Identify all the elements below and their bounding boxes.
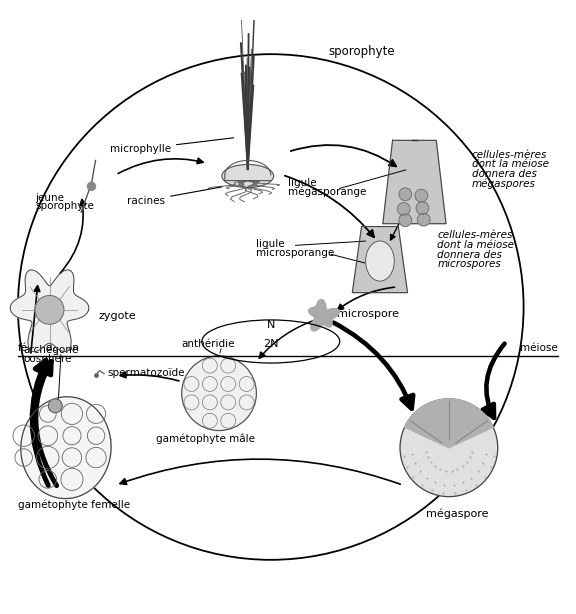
Text: cellules-mères: cellules-mères [437, 230, 513, 240]
Circle shape [48, 399, 62, 413]
Text: méiose: méiose [520, 343, 558, 353]
Circle shape [418, 213, 430, 226]
Polygon shape [10, 270, 89, 352]
Text: zygote: zygote [98, 311, 136, 321]
Text: gamétophyte femelle: gamétophyte femelle [18, 500, 130, 510]
Circle shape [416, 202, 429, 214]
Text: racines: racines [127, 187, 222, 206]
Ellipse shape [366, 241, 395, 281]
Text: mégaspores: mégaspores [472, 179, 536, 189]
Text: gamétophyte mâle: gamétophyte mâle [156, 434, 255, 445]
Ellipse shape [222, 165, 274, 187]
Circle shape [181, 356, 256, 430]
Text: sporophyte: sporophyte [328, 45, 395, 58]
Text: fécondation: fécondation [18, 343, 80, 353]
Polygon shape [383, 141, 446, 223]
Text: ligule: ligule [256, 239, 285, 249]
Polygon shape [353, 227, 407, 293]
Text: microsporange: microsporange [256, 248, 335, 258]
Circle shape [35, 295, 64, 324]
Text: microspore: microspore [337, 309, 399, 319]
Text: dont la méiose: dont la méiose [437, 240, 514, 250]
Text: mégasporange: mégasporange [288, 187, 366, 197]
Text: spermatozoïde: spermatozoïde [107, 368, 184, 378]
Polygon shape [21, 397, 111, 499]
Text: oosphère: oosphère [24, 354, 72, 364]
Circle shape [399, 188, 412, 201]
Text: archégone: archégone [24, 345, 79, 356]
Polygon shape [404, 399, 493, 448]
Text: mégaspore: mégaspore [426, 508, 488, 519]
Text: cellules-mères: cellules-mères [472, 150, 547, 160]
Circle shape [399, 214, 411, 227]
Polygon shape [309, 300, 339, 331]
Text: 2N: 2N [263, 340, 279, 349]
Text: donnera des: donnera des [472, 169, 537, 179]
Circle shape [397, 203, 410, 216]
Text: ligule: ligule [288, 179, 317, 188]
Text: anthéridie: anthéridie [181, 340, 235, 349]
Text: dont la méiose: dont la méiose [472, 160, 549, 169]
Circle shape [400, 399, 498, 497]
Text: microphylle: microphylle [110, 138, 233, 154]
Text: donnera des: donnera des [437, 250, 502, 260]
Circle shape [415, 189, 427, 202]
Text: sporophyte: sporophyte [35, 201, 94, 211]
Text: jeune: jeune [35, 193, 64, 203]
Text: N: N [267, 321, 275, 330]
Text: microspores: microspores [437, 260, 501, 270]
Circle shape [88, 182, 96, 190]
